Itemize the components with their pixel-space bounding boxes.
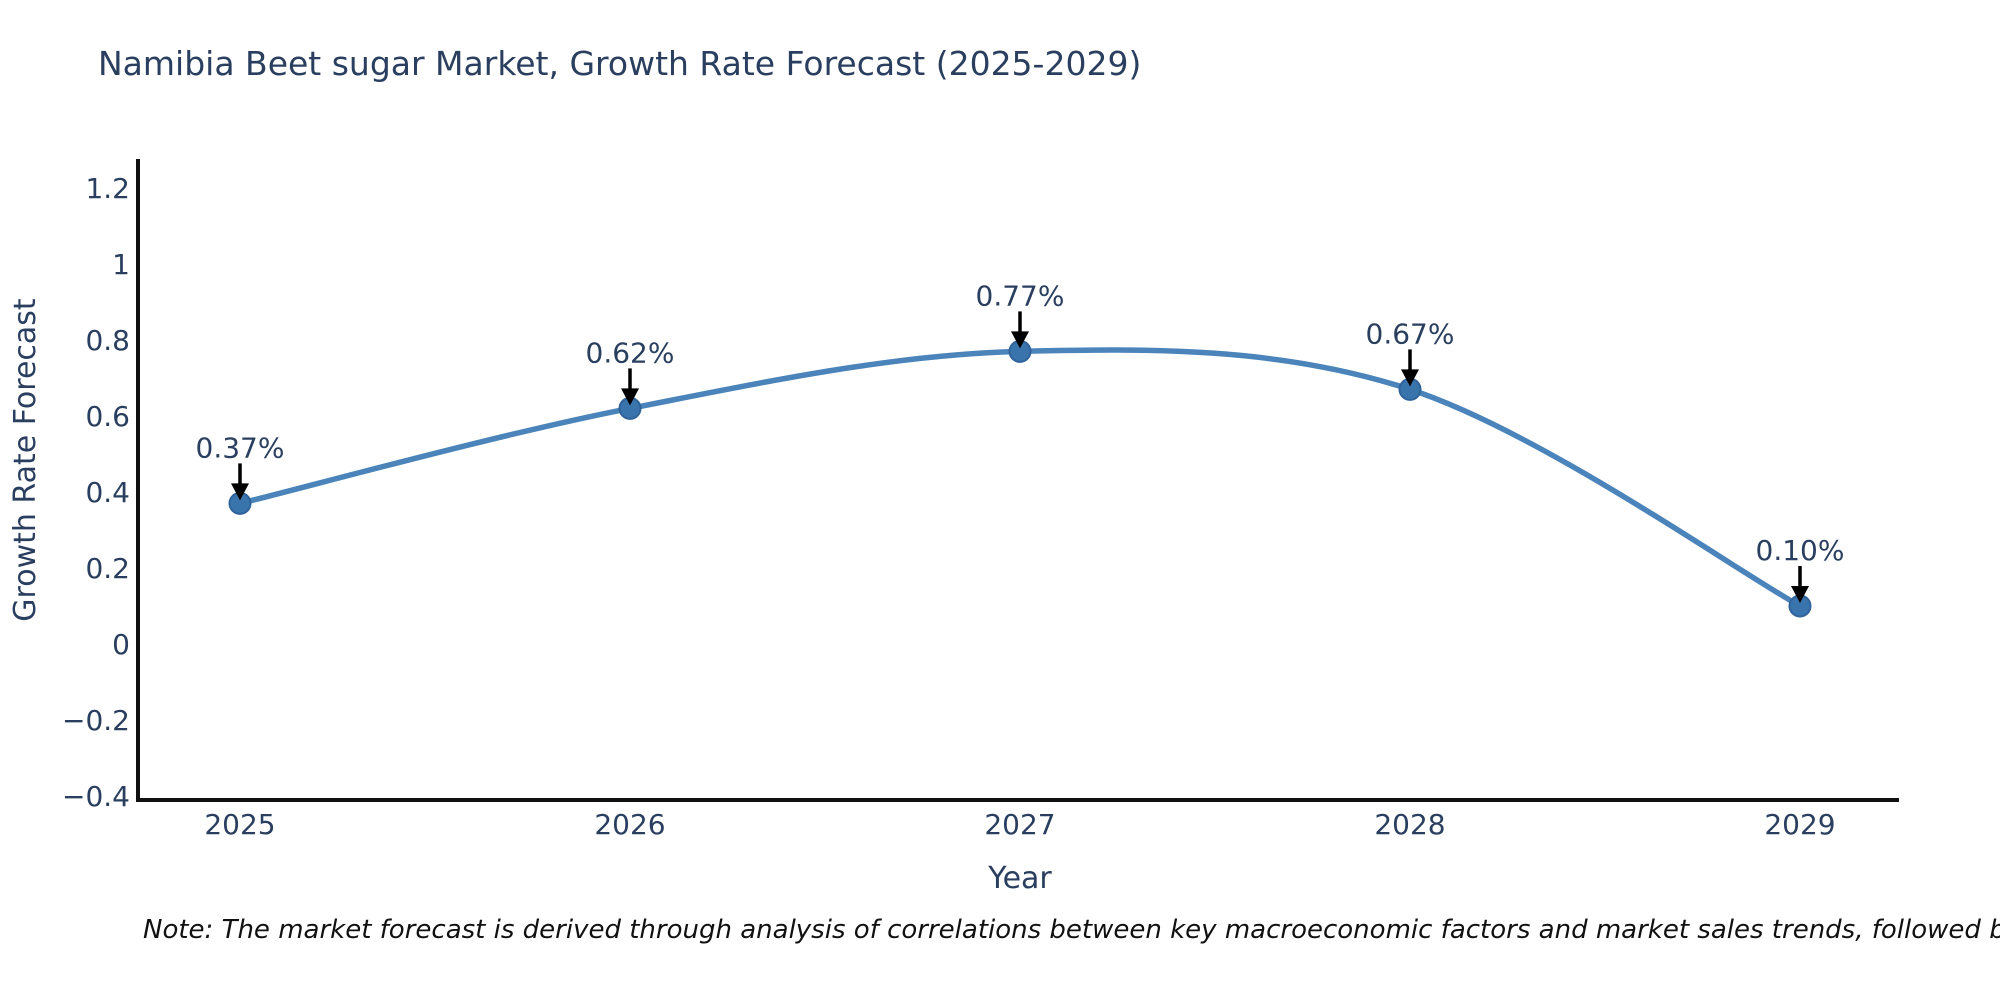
annotation-arrow-head <box>231 483 249 501</box>
point-label: 0.67% <box>1366 317 1455 350</box>
axis-lines <box>136 159 1899 802</box>
annotation-arrow-head <box>1401 369 1419 387</box>
annotation-arrow-head <box>1791 586 1809 603</box>
y-tick-label: −0.4 <box>62 780 130 813</box>
point-label: 0.77% <box>976 279 1065 312</box>
point-label: 0.62% <box>586 336 675 369</box>
x-axis-title: Year <box>987 861 1052 896</box>
annotation-arrow-head <box>621 388 639 406</box>
x-tick-label: 2026 <box>594 808 665 841</box>
forecast-line <box>237 347 1803 609</box>
y-tick-label: 0.8 <box>85 324 130 357</box>
y-tick-label: 0.6 <box>85 400 130 433</box>
y-tick-label: −0.2 <box>62 704 130 737</box>
x-tick-label: 2029 <box>1764 808 1835 841</box>
y-tick-label: 1 <box>112 248 130 281</box>
x-tick-label: 2028 <box>1374 808 1445 841</box>
point-label: 0.10% <box>1756 534 1845 567</box>
y-tick-label: 0 <box>112 628 130 661</box>
y-tick-label: 1.2 <box>85 172 130 205</box>
x-tick-label: 2025 <box>204 808 275 841</box>
y-tick-label: 0.2 <box>85 552 130 585</box>
chart-title: Namibia Beet sugar Market, Growth Rate F… <box>98 44 1142 83</box>
annotation-arrow-head <box>1011 331 1029 349</box>
point-label: 0.37% <box>196 431 285 464</box>
y-axis-title: Growth Rate Forecast <box>8 298 43 622</box>
y-tick-label: 0.4 <box>85 476 130 509</box>
footnote: Note: The market forecast is derived thr… <box>143 915 2000 945</box>
x-tick-label: 2027 <box>984 808 1055 841</box>
